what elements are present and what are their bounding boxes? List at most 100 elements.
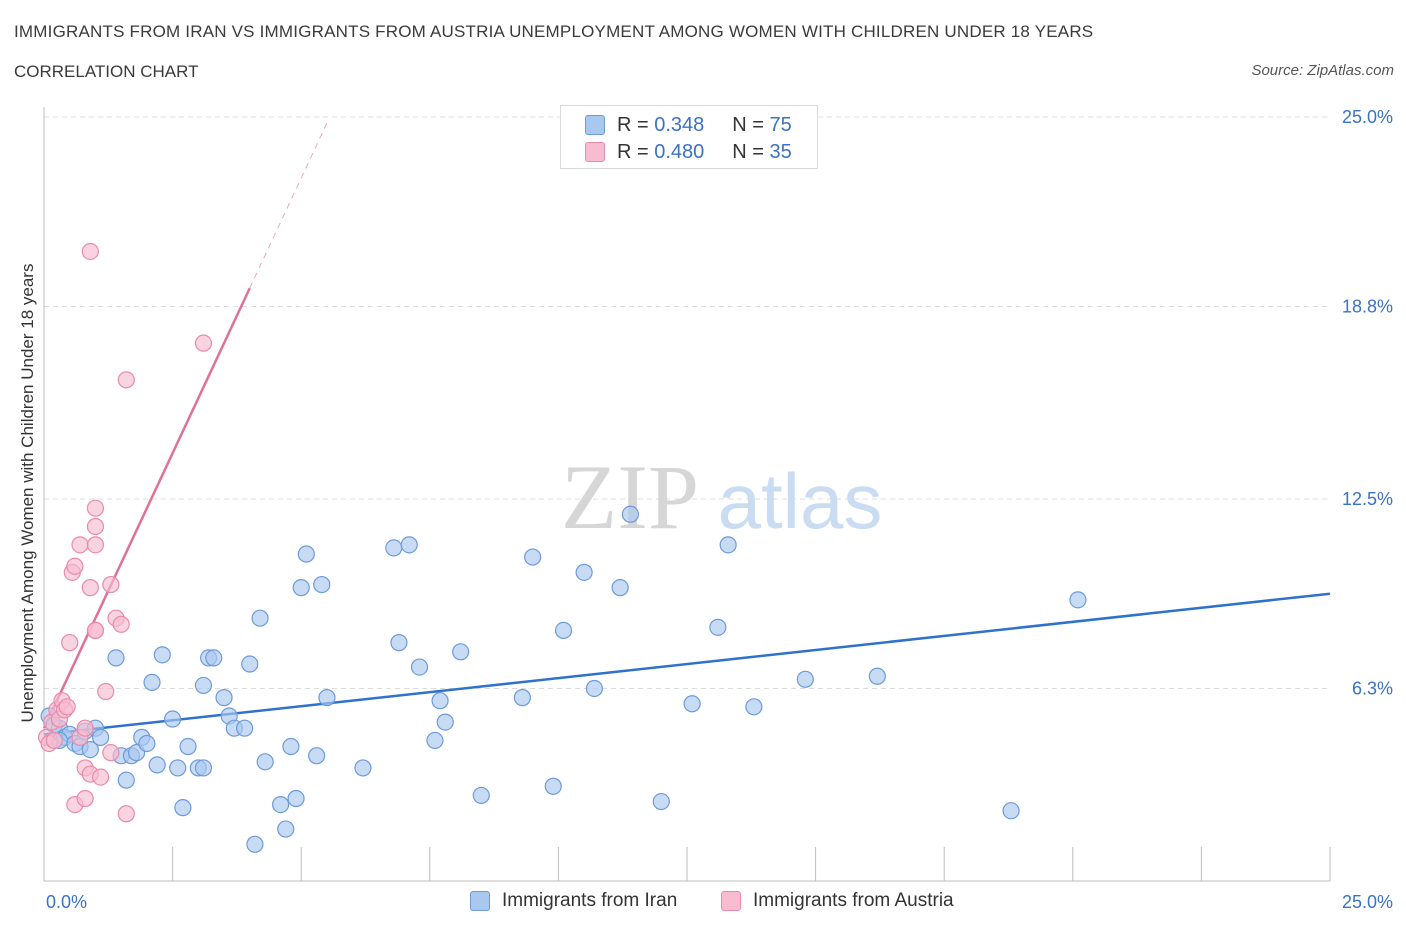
axes bbox=[43, 107, 1331, 882]
iran-point bbox=[164, 710, 182, 728]
iran-point bbox=[297, 545, 315, 563]
iran-point bbox=[575, 563, 593, 581]
iran-point bbox=[292, 579, 310, 597]
correlation-legend: R = 0.348 N = 75 R = 0.480 N = 35 bbox=[560, 105, 818, 169]
legend-r-label: R = bbox=[617, 140, 649, 163]
iran-legend-swatch bbox=[470, 891, 490, 911]
iran-point bbox=[354, 759, 372, 777]
iran-point bbox=[169, 759, 187, 777]
iran-point bbox=[544, 777, 562, 795]
austria-point bbox=[81, 579, 99, 597]
iran-point bbox=[524, 548, 542, 566]
iran-point bbox=[272, 795, 290, 814]
austria-point bbox=[86, 621, 105, 640]
iran-point bbox=[117, 771, 135, 789]
iran-point bbox=[194, 759, 213, 777]
legend-row-iran: R = 0.348 N = 75 bbox=[585, 113, 792, 137]
iran-point bbox=[745, 698, 763, 716]
iran-trend-line bbox=[43, 592, 1331, 736]
iran-swatch bbox=[585, 115, 605, 135]
legend-n-value: 35 bbox=[769, 140, 792, 163]
iran-point bbox=[796, 670, 814, 688]
iran-point bbox=[390, 634, 408, 652]
watermark-zip: ZIP bbox=[561, 446, 699, 548]
iran-point bbox=[436, 713, 454, 731]
austria-point bbox=[86, 517, 105, 536]
austria-trend-extension bbox=[249, 122, 328, 289]
iran-point bbox=[236, 719, 254, 737]
iran-point bbox=[709, 618, 727, 636]
iran-point bbox=[277, 820, 295, 838]
austria-point bbox=[112, 615, 130, 633]
iran-point bbox=[513, 689, 531, 707]
y-tick-label: 25.0% bbox=[1342, 107, 1393, 127]
iran-point bbox=[241, 655, 259, 673]
iran-point bbox=[138, 734, 156, 753]
austria-point bbox=[86, 499, 105, 517]
y-tick-label: 18.8% bbox=[1342, 296, 1393, 316]
austria-point bbox=[61, 634, 79, 652]
legend-item-iran: Immigrants from Iran bbox=[470, 890, 677, 912]
iran-point bbox=[1069, 591, 1087, 609]
legend-item-austria: Immigrants from Austria bbox=[721, 890, 954, 912]
austria-swatch bbox=[585, 142, 605, 162]
iran-point bbox=[313, 575, 331, 594]
iran-point bbox=[81, 740, 99, 759]
legend-r-value: 0.348 bbox=[654, 113, 705, 136]
austria-point bbox=[117, 805, 135, 823]
austria-point bbox=[102, 744, 120, 762]
iran-point bbox=[410, 658, 429, 676]
iran-point bbox=[256, 753, 274, 771]
iran-point bbox=[148, 756, 166, 774]
iran-point bbox=[1002, 802, 1020, 820]
legend-r-value: 0.480 bbox=[654, 140, 705, 163]
iran-point bbox=[621, 505, 640, 523]
tick-labels: 6.3% 12.5% 18.8% 25.0% 0.0% 25.0% bbox=[46, 107, 1393, 912]
iran-point bbox=[868, 667, 886, 685]
iran-point bbox=[308, 747, 326, 765]
y-tick-label: 6.3% bbox=[1352, 678, 1393, 698]
chart-title: IMMIGRANTS FROM IRAN VS IMMIGRANTS FROM … bbox=[14, 22, 1094, 41]
legend-label-iran: Immigrants from Iran bbox=[502, 890, 678, 911]
legend-n-label: N = bbox=[732, 140, 764, 163]
austria-point bbox=[66, 557, 84, 575]
watermark: ZIP atlas bbox=[561, 446, 882, 548]
austria-point bbox=[86, 536, 105, 554]
iran-point bbox=[287, 789, 305, 808]
iran-point bbox=[719, 536, 737, 554]
austria-trend-line bbox=[42, 287, 251, 729]
austria-point bbox=[102, 575, 120, 594]
grid-lines bbox=[44, 116, 1330, 689]
austria-legend-swatch bbox=[721, 891, 741, 911]
austria-point bbox=[117, 371, 135, 389]
austria-point bbox=[81, 242, 99, 261]
iran-point bbox=[205, 649, 223, 667]
chart-subtitle: CORRELATION CHART bbox=[14, 62, 199, 81]
iran-point bbox=[385, 539, 403, 557]
iran-point bbox=[153, 646, 171, 664]
x-tick-label-left: 0.0% bbox=[46, 892, 87, 912]
iran-point bbox=[683, 695, 701, 713]
legend-n-label: N = bbox=[732, 113, 764, 136]
x-tick-label-right: 25.0% bbox=[1342, 892, 1393, 912]
iran-point bbox=[400, 536, 418, 554]
iran-point bbox=[282, 737, 300, 756]
austria-point bbox=[45, 731, 63, 750]
iran-point bbox=[194, 676, 213, 695]
iran-point bbox=[246, 835, 264, 853]
iran-point bbox=[179, 737, 197, 756]
austria-point bbox=[71, 536, 89, 554]
iran-point bbox=[107, 649, 125, 667]
data-points bbox=[37, 242, 1087, 853]
austria-point bbox=[97, 682, 115, 701]
austria-point bbox=[58, 698, 76, 716]
bottom-legend: Immigrants from Iran Immigrants from Aus… bbox=[0, 890, 1406, 916]
iran-point bbox=[452, 643, 470, 661]
iran-point bbox=[91, 728, 110, 746]
austria-point bbox=[194, 334, 213, 352]
trend-lines bbox=[42, 122, 1331, 736]
watermark-atlas: atlas bbox=[718, 457, 883, 545]
y-tick-label: 12.5% bbox=[1342, 489, 1393, 509]
iran-point bbox=[318, 689, 336, 707]
